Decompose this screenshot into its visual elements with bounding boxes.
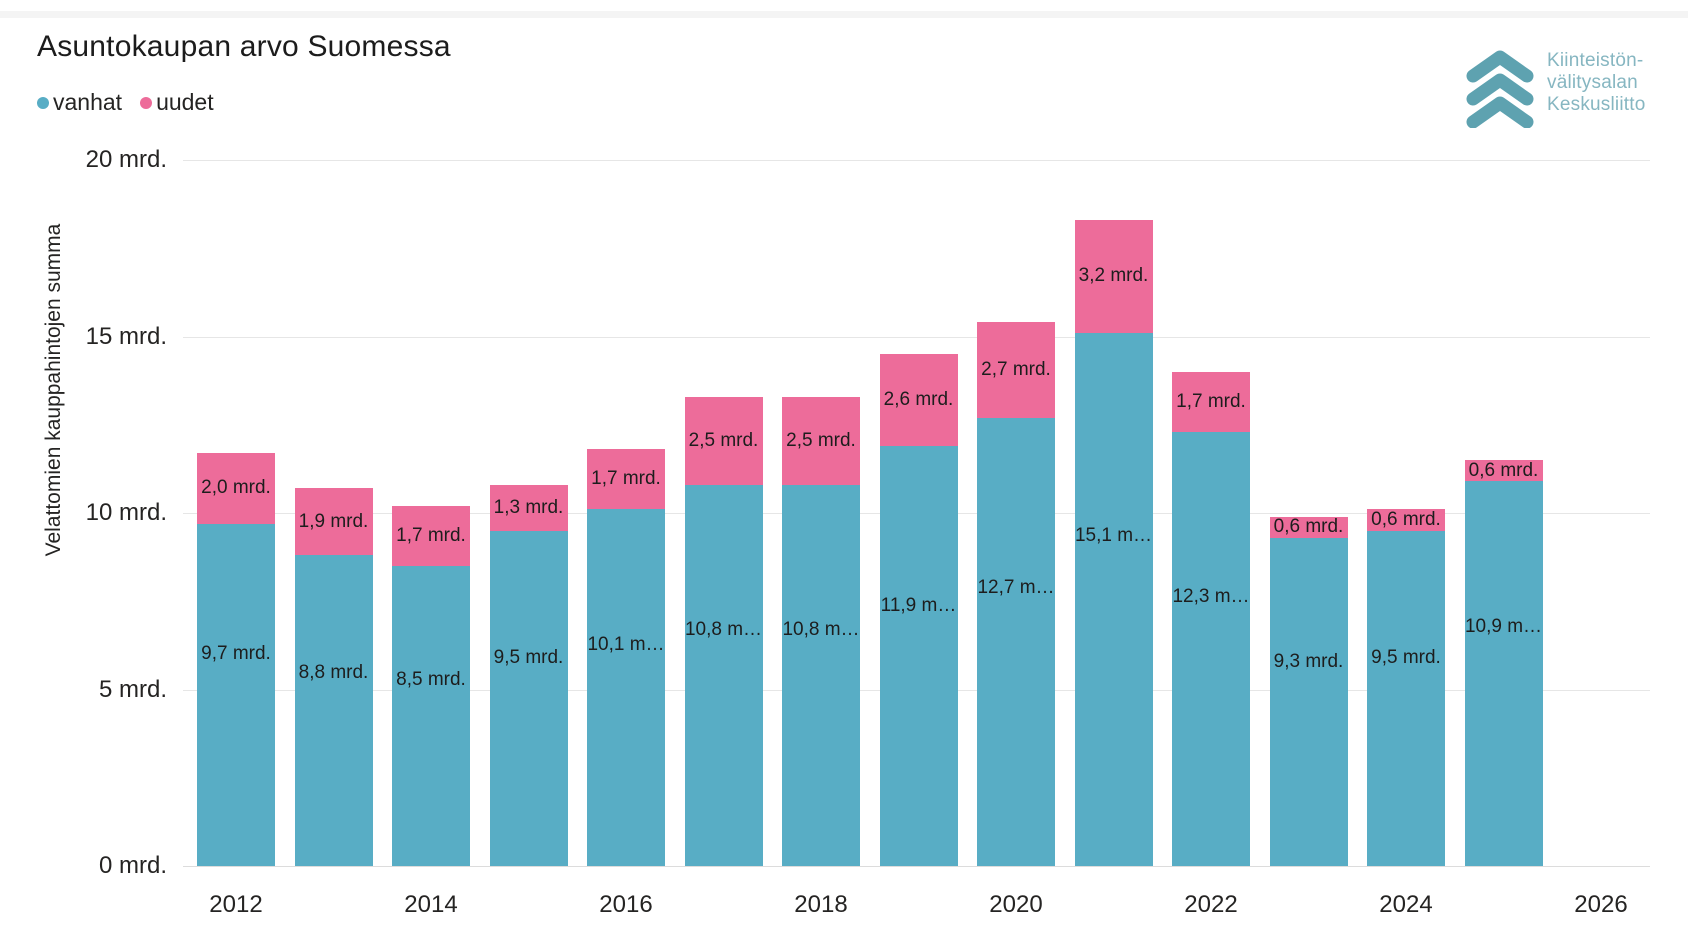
x-tick-label: 2018 [794, 891, 848, 918]
bar-segment-vanhat-2018[interactable] [782, 484, 860, 866]
bar-segment-uudet-2025[interactable] [1464, 460, 1543, 482]
legend-label-uudet: uudet [156, 89, 214, 115]
bar-2021: 3,2 mrd. 15,1 m… [1074, 220, 1153, 866]
bar-2017: 2,5 mrd. 10,8 m… [684, 396, 763, 866]
bar-segment-vanhat-2025[interactable] [1464, 481, 1543, 866]
logo-text-line2: välitysalan [1547, 72, 1638, 93]
bar-segment-vanhat-2016[interactable] [587, 509, 665, 866]
bar-segment-vanhat-2024[interactable] [1367, 530, 1445, 866]
bar-segment-uudet-2016[interactable] [587, 449, 665, 510]
x-tick-label: 2022 [1184, 891, 1238, 918]
x-tick-label: 2026 [1574, 891, 1628, 918]
bar-segment-uudet-2018[interactable] [782, 396, 860, 485]
bar-segment-uudet-2021[interactable] [1074, 220, 1153, 333]
x-axis-line [183, 866, 1650, 867]
logo-text-line1: Kiinteistön- [1547, 50, 1644, 71]
bar-segment-vanhat-2013[interactable] [294, 555, 373, 866]
bar-2013: 1,9 mrd. 8,8 mrd. [294, 488, 373, 866]
window-edge-strip [0, 11, 1688, 18]
gridline [183, 160, 1650, 161]
x-tick-label: 2020 [989, 891, 1043, 918]
bar-segment-vanhat-2014[interactable] [392, 565, 470, 866]
logo-text: Kiinteistön- välitysalan Keskusliitto [1547, 50, 1646, 116]
bar-segment-uudet-2014[interactable] [392, 505, 470, 566]
y-tick-label: 20 mrd. [85, 146, 167, 173]
bar-segment-uudet-2024[interactable] [1367, 509, 1445, 531]
bar-segment-uudet-2012[interactable] [197, 452, 275, 524]
x-tick-label: 2014 [404, 891, 458, 918]
bar-segment-vanhat-2012[interactable] [197, 523, 275, 866]
bar-2015: 1,3 mrd. 9,5 mrd. [489, 484, 568, 866]
triple-chevron-icon [1466, 50, 1534, 128]
x-tick-label: 2012 [209, 891, 263, 918]
bar-2025: 0,6 mrd. 10,9 m… [1464, 460, 1543, 866]
x-tick-label: 2024 [1379, 891, 1433, 918]
bar-2020: 2,7 mrd. 12,7 m… [977, 322, 1055, 866]
bar-2024: 0,6 mrd. 9,5 mrd. [1367, 509, 1445, 866]
legend-dot-vanhat-icon [37, 96, 49, 109]
logo-text-line3: Keskusliitto [1547, 94, 1646, 115]
bar-2019: 2,6 mrd. 11,9 m… [879, 354, 958, 866]
bar-2018: 2,5 mrd. 10,8 m… [782, 396, 860, 866]
gridline [183, 336, 1650, 338]
chart-title: Asuntokaupan arvo Suomessa [37, 30, 451, 63]
bar-segment-uudet-2015[interactable] [489, 484, 568, 531]
bar-segment-vanhat-2017[interactable] [684, 484, 763, 866]
legend: vanhat uudet [37, 89, 214, 116]
bar-segment-vanhat-2021[interactable] [1074, 332, 1153, 866]
bar-2022: 1,7 mrd. 12,3 m… [1172, 371, 1250, 866]
bar-2016: 1,7 mrd. 10,1 m… [587, 449, 665, 866]
bar-segment-uudet-2013[interactable] [294, 488, 373, 556]
bar-2012: 2,0 mrd. 9,7 mrd. [197, 452, 275, 866]
bar-segment-vanhat-2022[interactable] [1172, 431, 1250, 866]
bar-segment-vanhat-2015[interactable] [489, 530, 568, 866]
legend-label-vanhat: vanhat [53, 89, 123, 115]
bar-segment-uudet-2022[interactable] [1172, 371, 1250, 432]
legend-item-uudet[interactable]: uudet [140, 89, 214, 116]
y-tick-label: 0 mrd. [98, 852, 167, 879]
bar-segment-vanhat-2020[interactable] [977, 417, 1055, 866]
bar-2023: 0,6 mrd. 9,3 mrd. [1269, 516, 1348, 866]
y-tick-label: 10 mrd. [85, 499, 167, 526]
bar-segment-vanhat-2023[interactable] [1269, 537, 1348, 866]
organization-logo: Kiinteistön- välitysalan Keskusliitto [1466, 50, 1646, 128]
bar-segment-uudet-2019[interactable] [879, 354, 958, 446]
legend-dot-uudet-icon [140, 96, 153, 109]
bar-segment-uudet-2020[interactable] [977, 322, 1055, 418]
bar-segment-uudet-2017[interactable] [684, 396, 763, 485]
y-tick-label: 15 mrd. [85, 322, 167, 350]
bar-segment-uudet-2023[interactable] [1269, 516, 1348, 538]
bar-segment-vanhat-2019[interactable] [879, 445, 958, 866]
bar-2014: 1,7 mrd. 8,5 mrd. [392, 505, 470, 866]
x-tick-label: 2016 [599, 891, 653, 918]
y-tick-label: 5 mrd. [98, 675, 167, 703]
legend-item-vanhat[interactable]: vanhat [37, 89, 122, 116]
